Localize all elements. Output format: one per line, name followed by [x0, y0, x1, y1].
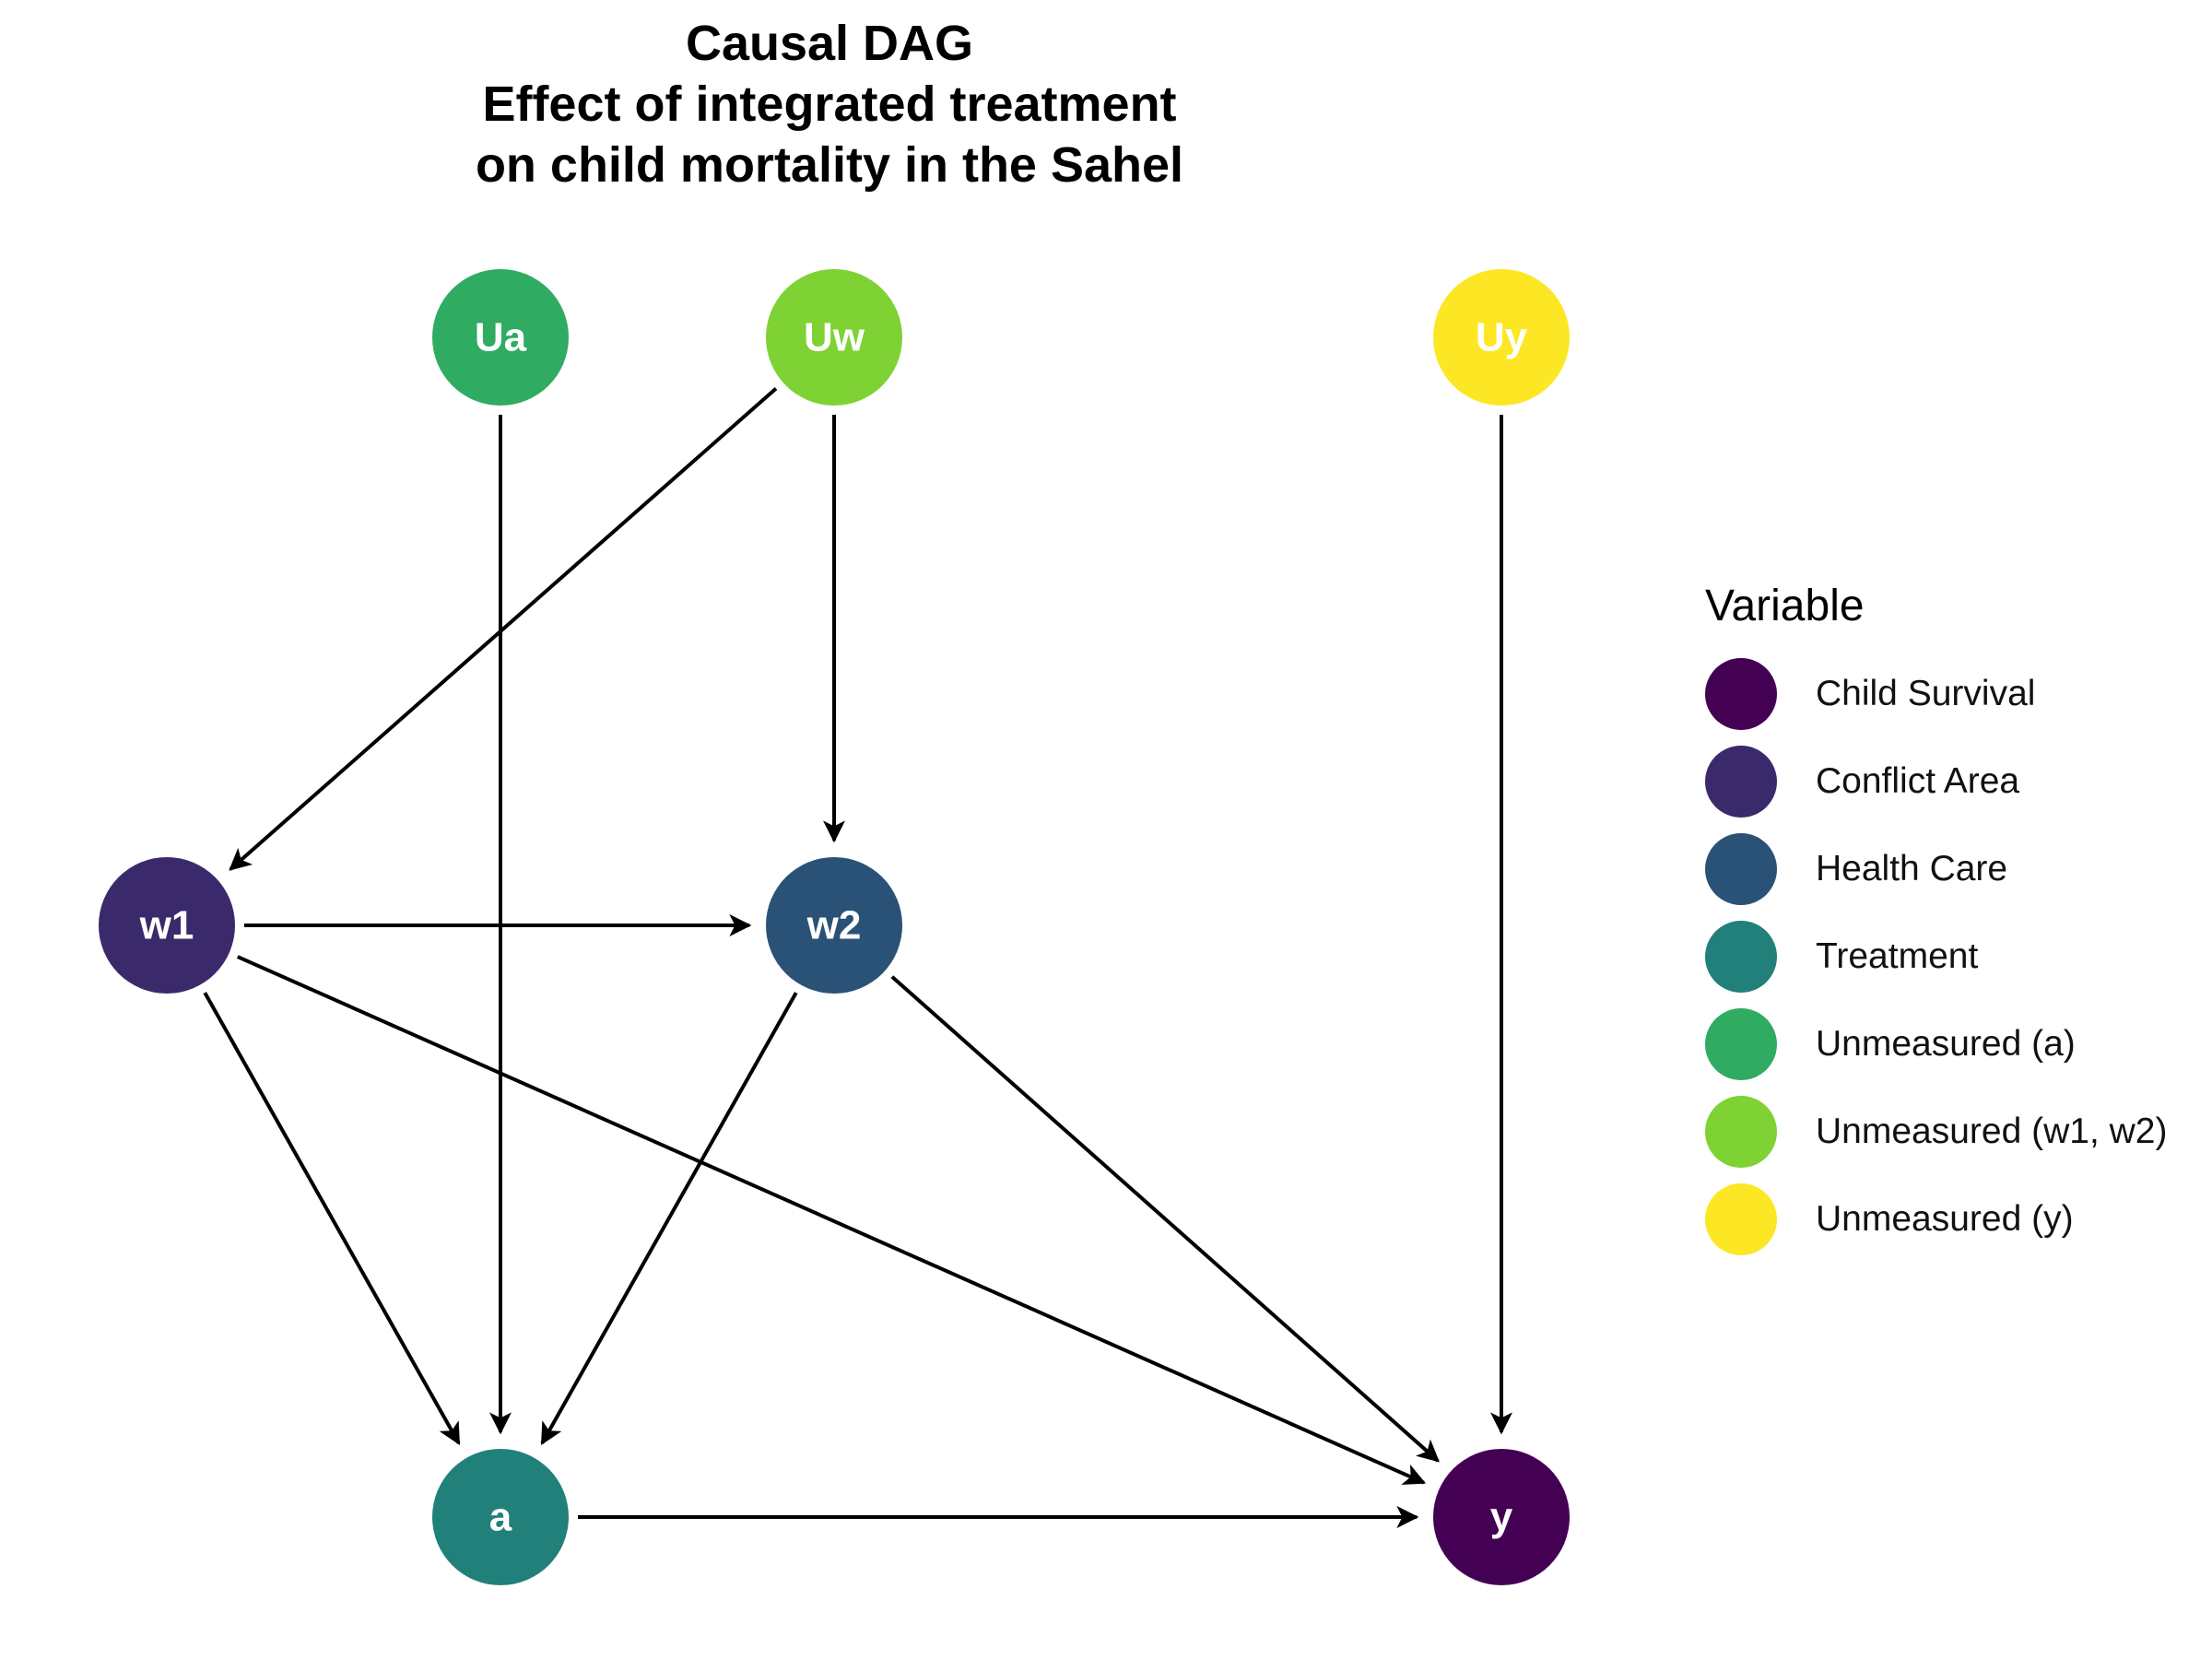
legend-label: Health Care: [1816, 848, 2008, 888]
title-line-3: on child mortality in the Sahel: [475, 137, 1184, 193]
node-w1: w1: [99, 857, 235, 994]
node-Uy: Uy: [1433, 269, 1570, 406]
node-label-Uw: Uw: [804, 315, 865, 360]
legend-swatch: [1705, 832, 1777, 905]
node-label-Ua: Ua: [475, 315, 527, 360]
legend-item: Health Care: [1705, 825, 2203, 912]
edges-layer: [203, 387, 1512, 1528]
legend-item: Conflict Area: [1705, 737, 2203, 825]
dag-canvas: Ua Uw Uy w1 w2 a y: [99, 269, 1570, 1585]
legend-item: Treatment: [1705, 912, 2203, 1000]
edge-w1-to-y: [236, 955, 1427, 1485]
node-Ua: Ua: [432, 269, 569, 406]
nodes-layer: Ua Uw Uy w1 w2 a y: [99, 269, 1570, 1585]
node-y: y: [1433, 1449, 1570, 1585]
node-a: a: [432, 1449, 569, 1585]
node-circle-y: [1433, 1449, 1570, 1585]
legend-swatch: [1705, 657, 1777, 730]
title-line-2: Effect of integrated treatment: [482, 76, 1177, 132]
edge-w2-to-y: [890, 975, 1440, 1463]
node-label-w2: w2: [806, 903, 862, 948]
title-line-1: Causal DAG: [685, 16, 974, 71]
node-label-Uy: Uy: [1476, 315, 1528, 360]
node-circle-w1: [99, 857, 235, 994]
edge-w1-to-a: [203, 992, 461, 1445]
legend-label: Child Survival: [1816, 673, 2036, 713]
legend-items: Child Survival Conflict Area Health Care Tr…: [1705, 650, 2203, 1263]
edge-w2-to-a: [540, 992, 798, 1445]
legend-item: Unmeasured (a): [1705, 1000, 2203, 1088]
legend-item: Unmeasured (w1, w2): [1705, 1088, 2203, 1175]
edge-Uw-to-w1: [229, 387, 778, 871]
node-circle-a: [432, 1449, 569, 1585]
legend-label: Conflict Area: [1816, 760, 2020, 801]
legend-label: Treatment: [1816, 935, 1979, 976]
legend-title: Variable: [1705, 582, 1865, 630]
legend-swatch: [1705, 1182, 1777, 1255]
node-label-y: y: [1490, 1495, 1513, 1540]
legend-item: Child Survival: [1705, 650, 2203, 737]
node-Uw: Uw: [766, 269, 902, 406]
node-circle-Uy: [1433, 269, 1570, 406]
legend-label: Unmeasured (w1, w2): [1816, 1111, 2168, 1151]
legend-swatch: [1705, 920, 1777, 993]
legend-label: Unmeasured (a): [1816, 1023, 2076, 1064]
node-circle-Uw: [766, 269, 902, 406]
legend-swatch: [1705, 1095, 1777, 1168]
diagram-title: Causal DAG Effect of integrated treatmen…: [184, 13, 1475, 195]
node-circle-w2: [766, 857, 902, 994]
legend-swatch: [1705, 1007, 1777, 1080]
legend-swatch: [1705, 745, 1777, 818]
node-w2: w2: [766, 857, 902, 994]
node-label-w1: w1: [139, 903, 194, 948]
legend: Variable Child Survival Conflict Area Heal…: [1705, 581, 2203, 1263]
node-circle-Ua: [432, 269, 569, 406]
legend-item: Unmeasured (y): [1705, 1175, 2203, 1263]
node-label-a: a: [489, 1495, 512, 1540]
legend-label: Unmeasured (y): [1816, 1198, 2074, 1239]
